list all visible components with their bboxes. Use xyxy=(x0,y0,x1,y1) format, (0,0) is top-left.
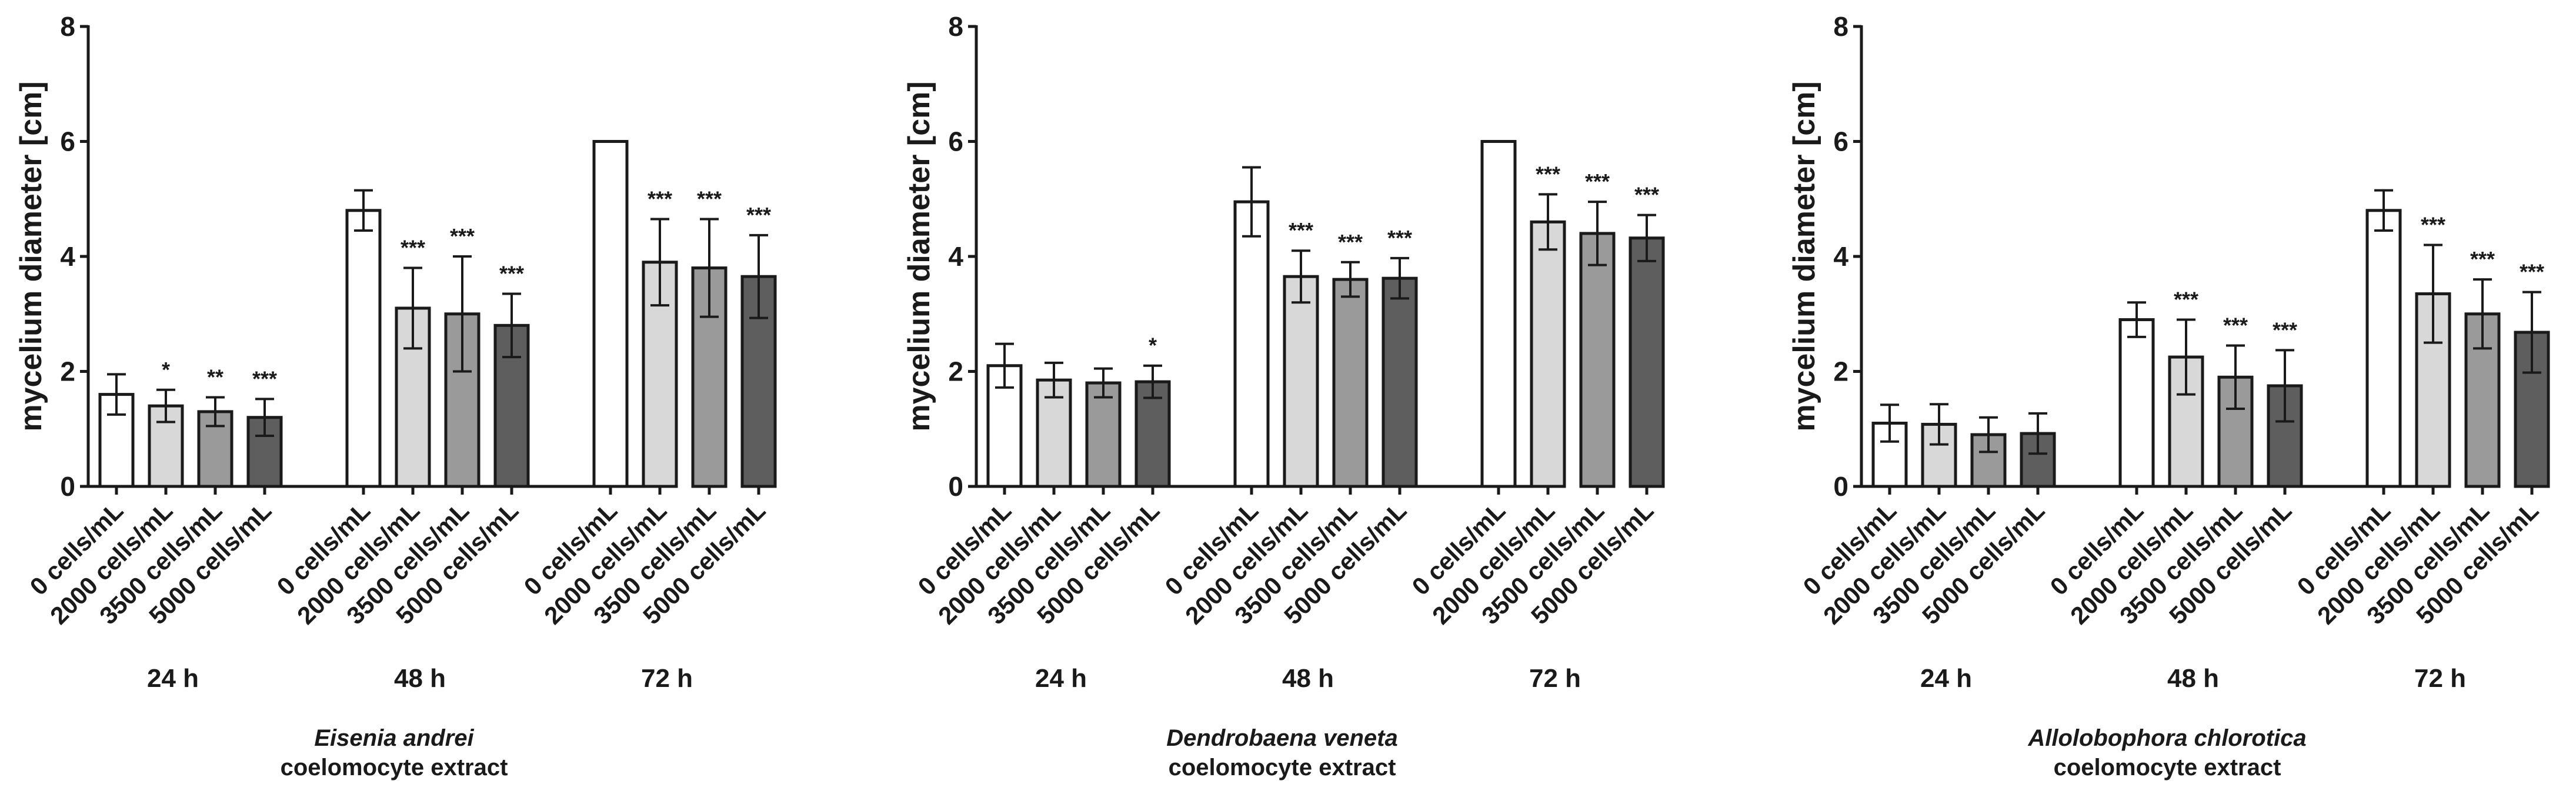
significance-label: *** xyxy=(648,186,672,211)
y-tick-label: 0 xyxy=(60,471,75,502)
bar xyxy=(1283,275,1319,488)
significance-label: *** xyxy=(2421,212,2445,236)
bar xyxy=(1382,276,1418,488)
y-tick-label: 4 xyxy=(948,241,963,272)
significance-label: *** xyxy=(499,262,524,286)
y-axis-title: mycelium diameter [cm] xyxy=(902,81,936,431)
y-tick-label: 6 xyxy=(1833,126,1848,157)
caption-species: Eisenia andrei xyxy=(314,725,474,751)
significance-label: ** xyxy=(207,365,223,389)
bar xyxy=(1629,236,1665,488)
group-label: 72 h xyxy=(1529,664,1581,693)
significance-label: *** xyxy=(2470,247,2495,271)
bar xyxy=(1579,232,1616,488)
significance-label: *** xyxy=(2223,313,2248,338)
significance-label: *** xyxy=(1585,169,1610,194)
significance-label: *** xyxy=(1387,226,1412,250)
y-tick-label: 4 xyxy=(1833,241,1848,272)
caption-subtitle: coelomocyte extract xyxy=(281,755,508,780)
caption-subtitle: coelomocyte extract xyxy=(1169,755,1396,780)
bar xyxy=(345,209,382,488)
bar xyxy=(1134,380,1171,488)
y-axis-title: mycelium diameter [cm] xyxy=(1787,81,1821,431)
bar xyxy=(1233,200,1270,488)
group-label: 48 h xyxy=(394,664,446,693)
bar xyxy=(1480,140,1517,488)
significance-label: *** xyxy=(697,186,722,211)
bar xyxy=(592,140,629,488)
y-tick-label: 8 xyxy=(1833,11,1848,42)
caption-subtitle: coelomocyte extract xyxy=(2054,755,2281,780)
caption-species: Allolobophora chlorotica xyxy=(2027,725,2306,751)
bar xyxy=(1332,278,1369,488)
y-tick-label: 4 xyxy=(60,241,75,272)
y-tick-label: 6 xyxy=(60,126,75,157)
bar xyxy=(1530,220,1566,488)
y-tick-label: 2 xyxy=(1833,356,1848,387)
group-label: 24 h xyxy=(1035,664,1087,693)
significance-label: *** xyxy=(1289,218,1313,242)
group-label: 24 h xyxy=(1920,664,1972,693)
y-tick-label: 0 xyxy=(948,471,963,502)
significance-label: *** xyxy=(1536,162,1560,186)
significance-label: *** xyxy=(401,236,425,260)
significance-label: *** xyxy=(746,203,771,227)
y-tick-label: 2 xyxy=(948,356,963,387)
bar xyxy=(2118,318,2155,488)
significance-label: * xyxy=(162,358,170,382)
group-label: 24 h xyxy=(147,664,199,693)
group-label: 48 h xyxy=(1282,664,1334,693)
significance-label: * xyxy=(1149,333,1157,358)
y-tick-label: 8 xyxy=(60,11,75,42)
bar xyxy=(2365,209,2402,488)
group-label: 72 h xyxy=(2414,664,2466,693)
significance-label: *** xyxy=(2273,318,2297,342)
significance-label: *** xyxy=(450,224,475,248)
y-axis-title: mycelium diameter [cm] xyxy=(14,81,48,431)
significance-label: *** xyxy=(2520,260,2544,284)
significance-label: *** xyxy=(1634,183,1659,207)
group-label: 72 h xyxy=(641,664,693,693)
y-tick-label: 8 xyxy=(948,11,963,42)
significance-label: *** xyxy=(252,366,277,391)
group-label: 48 h xyxy=(2167,664,2219,693)
caption-species: Dendrobaena veneta xyxy=(1166,725,1397,751)
y-tick-label: 2 xyxy=(60,356,75,387)
y-tick-label: 0 xyxy=(1833,471,1848,502)
significance-label: *** xyxy=(2174,288,2198,312)
y-tick-label: 6 xyxy=(948,126,963,157)
significance-label: *** xyxy=(1338,230,1363,254)
